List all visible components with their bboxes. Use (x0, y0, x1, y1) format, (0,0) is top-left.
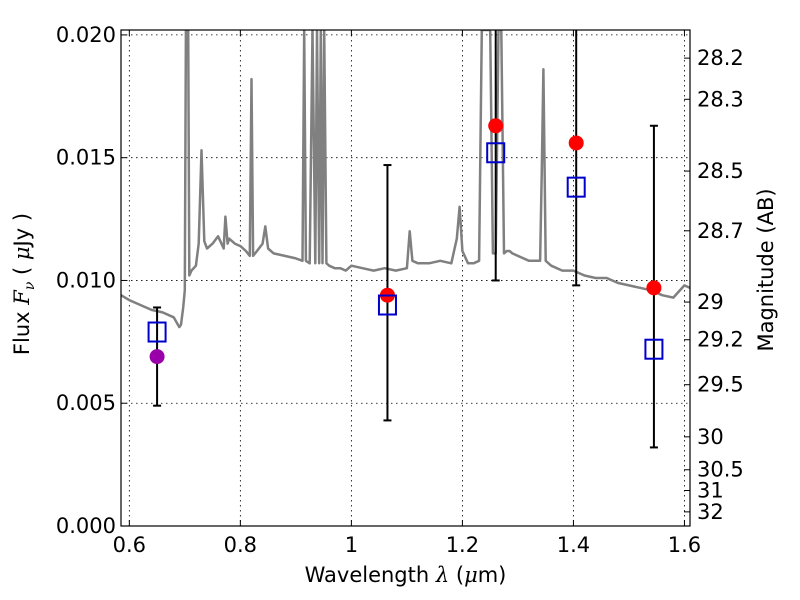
x-axis-label-unit-open: ( (449, 563, 464, 587)
magnitude-tick-label: 30.5 (697, 458, 744, 482)
x-axis-label-symbol: λ (435, 563, 449, 587)
magnitude-tick-label: 28.7 (697, 219, 744, 243)
observed-flux-point (488, 118, 504, 134)
x-tick-label: 1.4 (557, 533, 590, 557)
model-flux-point (566, 176, 586, 198)
y-tick-label: 0.020 (56, 23, 116, 47)
model-flux-point (377, 294, 397, 316)
y-axis-label: Flux Fν ( μJy ) (10, 213, 38, 355)
y-axis-label-symbol: F (10, 289, 34, 306)
y-tick-label: 0.015 (56, 146, 116, 170)
y-tick-label: 0.000 (56, 514, 116, 538)
magnitude-tick-label: 28.2 (697, 46, 744, 70)
x-tick-label: 0.6 (113, 533, 146, 557)
magnitude-tick-label: 29.5 (697, 373, 744, 397)
model-flux-point (644, 338, 664, 360)
y-tick-label: 0.010 (56, 268, 116, 292)
axis-ticks: 0.6 0.8 1 1.2 1.4 1.6 0.000 0.005 0.010 0.015 0.02… (56, 23, 744, 557)
magnitude-tick-label: 31 (697, 479, 724, 503)
y-axis-label-unit-mu: μ (10, 246, 34, 260)
magnitude-tick-label: 28.5 (697, 159, 744, 183)
y-axis-label-unit-rest: Jy ) (10, 213, 34, 249)
y-axis-label-unit-open: ( (10, 260, 34, 282)
plot-area (121, 30, 690, 449)
observed-flux-point (646, 280, 662, 296)
x-axis-label-unit-rest: m) (478, 563, 507, 587)
model-flux-point (147, 321, 167, 343)
magnitude-tick-label: 28.3 (697, 87, 744, 111)
observed-flux-point (568, 135, 584, 151)
magnitude-tick-label: 29.2 (697, 328, 744, 352)
x-axis-label-prefix: Wavelength (305, 563, 430, 587)
x-tick-label: 1.6 (668, 533, 701, 557)
magnitude-tick-label: 32 (697, 500, 724, 524)
x-axis-label-unit-mu: μ (464, 563, 478, 587)
x-tick-label: 1.2 (446, 533, 479, 557)
x-tick-label: 0.8 (224, 533, 257, 557)
magnitude-tick-label: 30 (697, 425, 724, 449)
y-tick-label: 0.005 (56, 391, 116, 415)
x-axis-label: Wavelength λ (μm) (305, 563, 507, 587)
secondary-y-axis-label: Magnitude (AB) (754, 188, 778, 351)
model-flux-point (486, 142, 506, 164)
x-tick-label: 1 (345, 533, 358, 557)
y-axis-label-prefix: Flux (10, 311, 34, 355)
observed-flux-point (149, 349, 165, 365)
model-spectrum-line (121, 30, 690, 329)
y-axis-label-subscript: ν (22, 281, 38, 290)
plot-frame (120, 29, 691, 527)
magnitude-tick-label: 29 (697, 290, 724, 314)
